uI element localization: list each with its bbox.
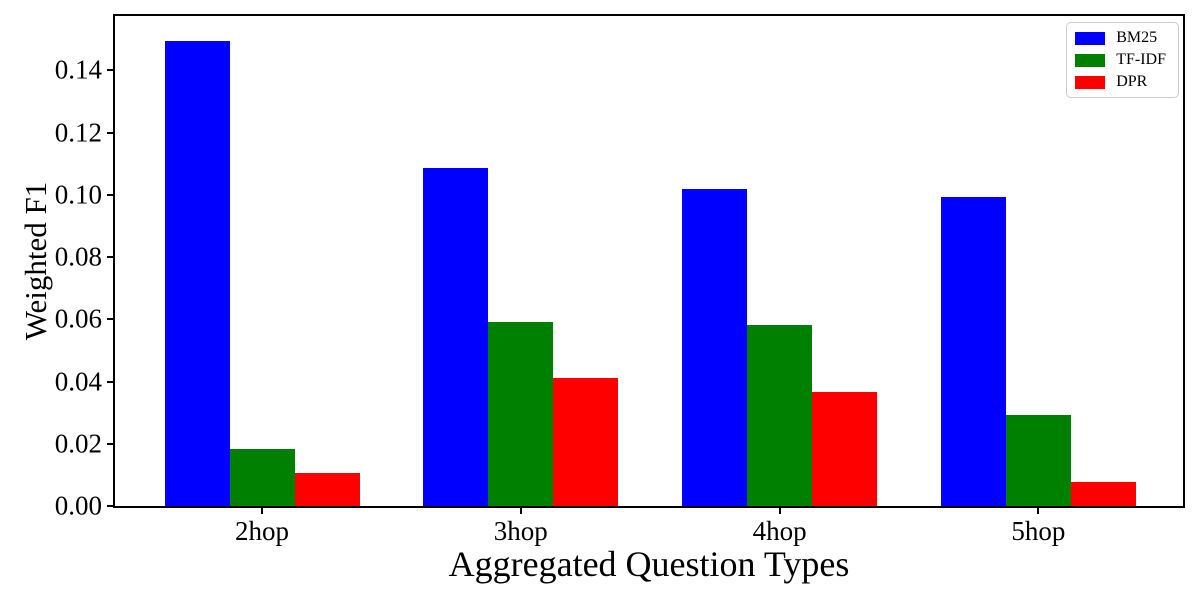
bar-bm25-4hop (682, 188, 748, 506)
y-tick-label: 0.06 (54, 303, 102, 334)
legend-swatch-icon (1075, 31, 1106, 45)
bar-dpr-5hop (1070, 481, 1136, 506)
y-axis-label: Weighted F1 (18, 181, 53, 341)
bar-tf-idf-5hop (1005, 414, 1071, 506)
x-tick-mark (1037, 508, 1040, 514)
y-tick-label: 0.12 (54, 117, 102, 148)
legend-item-tf-idf: TF-IDF (1075, 52, 1166, 68)
legend-swatch-icon (1075, 75, 1106, 89)
legend-item-bm25: BM25 (1075, 30, 1166, 46)
y-tick-mark (107, 380, 113, 383)
bar-bm25-3hop (423, 168, 489, 506)
y-tick-mark (107, 131, 113, 134)
x-tick-label-4hop: 4hop (752, 516, 807, 546)
y-tick-label: 0.00 (54, 490, 102, 521)
legend-label: DPR (1116, 73, 1148, 90)
legend-swatch-icon (1075, 53, 1106, 67)
y-tick-label: 0.02 (54, 428, 102, 459)
legend-item-dpr: DPR (1075, 74, 1166, 90)
x-tick-label-3hop: 3hop (493, 516, 548, 546)
x-tick-mark (261, 508, 263, 514)
x-tick-label-5hop: 5hop (1011, 516, 1066, 546)
legend-label: BM25 (1116, 29, 1158, 46)
bar-bm25-2hop (164, 40, 230, 506)
bar-dpr-2hop (294, 473, 360, 506)
bar-dpr-4hop (812, 392, 878, 506)
x-tick-mark (519, 508, 522, 514)
legend-label: TF-IDF (1116, 51, 1166, 68)
bar-bm25-5hop (940, 197, 1006, 506)
bar-dpr-3hop (553, 377, 619, 506)
y-tick-mark (107, 505, 113, 507)
bar-tf-idf-4hop (747, 324, 813, 506)
bar-tf-idf-3hop (488, 322, 554, 506)
plot-area: BM25 TF-IDF DPR (113, 14, 1185, 508)
y-tick-mark (107, 256, 113, 259)
y-tick-mark (107, 318, 113, 321)
x-tick-label-2hop: 2hop (235, 516, 289, 546)
y-tick-label: 0.08 (54, 241, 102, 272)
y-tick-label: 0.04 (54, 366, 102, 397)
y-tick-label: 0.10 (54, 179, 102, 210)
y-tick-label: 0.14 (54, 54, 102, 85)
legend: BM25 TF-IDF DPR (1066, 22, 1179, 98)
x-tick-mark (778, 508, 781, 514)
y-tick-mark (107, 442, 113, 445)
y-tick-mark (107, 193, 113, 196)
y-tick-mark (107, 69, 113, 72)
bar-tf-idf-2hop (229, 449, 295, 506)
x-axis-label: Aggregated Question Types (448, 544, 850, 584)
